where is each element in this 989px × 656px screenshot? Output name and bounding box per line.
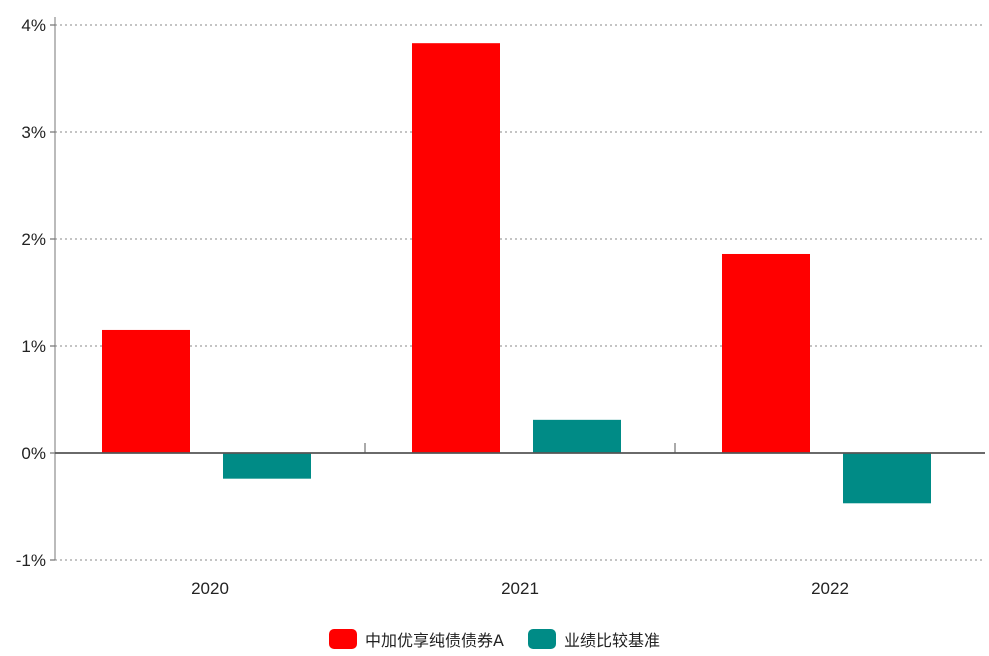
legend-swatch-series-1 [329, 629, 358, 649]
bar-chart: 4% 3% 2% 1% 0% -1% 2020 2021 2022 [16, 16, 985, 598]
legend-item-series-1[interactable]: 中加优享纯债债券A [329, 627, 504, 651]
grid-lines [55, 24, 985, 561]
y-axis-ticks: 4% 3% 2% 1% 0% -1% [16, 16, 55, 570]
bar-series-2-2021[interactable] [533, 419, 621, 453]
legend-label-series-2: 业绩比较基准 [563, 631, 660, 650]
x-tick-label: 2022 [811, 579, 849, 598]
axes [54, 17, 985, 560]
bars [102, 43, 931, 504]
y-tick-label: 3% [21, 123, 46, 142]
x-tick-label: 2020 [191, 579, 229, 598]
legend-item-series-2[interactable]: 业绩比较基准 [527, 627, 660, 651]
y-tick-label: 1% [21, 337, 46, 356]
legend-swatch-series-2 [527, 629, 556, 649]
x-axis-ticks: 2020 2021 2022 [191, 443, 849, 598]
y-tick-label: -1% [16, 551, 46, 570]
y-tick-label: 2% [21, 230, 46, 249]
y-tick-label: 0% [21, 444, 46, 463]
bar-series-2-2022[interactable] [843, 453, 931, 504]
legend-label-series-1: 中加优享纯债债券A [365, 631, 504, 650]
legend: 中加优享纯债债券A 业绩比较基准 [0, 624, 989, 654]
y-tick-label: 4% [21, 16, 46, 35]
bar-series-2-2020[interactable] [223, 453, 311, 479]
bar-series-1-2022[interactable] [722, 253, 810, 453]
bar-series-1-2021[interactable] [412, 43, 500, 453]
x-tick-label: 2021 [501, 579, 539, 598]
bar-series-1-2020[interactable] [102, 329, 190, 453]
